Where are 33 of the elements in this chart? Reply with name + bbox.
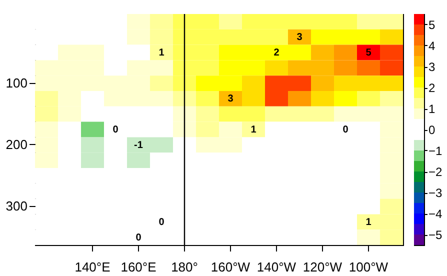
x-tick-label: 140°W: [256, 260, 297, 274]
x-tick-label: 140°E: [74, 260, 111, 274]
color-bar-label: 1: [428, 102, 436, 116]
x-tick-label: 160°E: [120, 260, 157, 274]
color-bar-label: 5: [428, 18, 436, 32]
data-label: 0: [112, 124, 119, 136]
data-label: 1: [250, 124, 257, 136]
color-bar-label: 0: [428, 123, 436, 137]
data-label: 0: [342, 124, 349, 136]
data-label: 1: [366, 216, 372, 228]
color-bar-label: −4: [428, 207, 443, 221]
color-bar-label: −5: [428, 228, 443, 242]
color-bar-label: 2: [428, 81, 436, 95]
y-tick-label: 200: [6, 136, 28, 152]
data-label: 0: [136, 232, 142, 244]
x-tick-label: 100°W: [348, 260, 389, 274]
y-tick-label: 300: [6, 198, 28, 214]
data-label: 0: [158, 216, 165, 228]
color-bar-label: −3: [428, 186, 443, 200]
data-label: 5: [366, 48, 372, 58]
data-label: 3: [296, 32, 303, 44]
color-bar-label: 3: [428, 60, 436, 74]
color-bar-label: 4: [428, 39, 436, 53]
x-tick-label: 120°W: [302, 260, 343, 274]
y-tick-label: 100: [6, 75, 28, 90]
data-label: 2: [274, 48, 280, 58]
data-label: -1: [134, 140, 144, 151]
data-label: 1: [158, 48, 165, 58]
data-label: 3: [228, 94, 234, 105]
color-bar-label: −1: [428, 144, 443, 158]
color-bar-label: −2: [428, 165, 443, 179]
x-tick-label: 160°W: [210, 260, 251, 274]
x-tick-label: 180°: [171, 260, 198, 274]
